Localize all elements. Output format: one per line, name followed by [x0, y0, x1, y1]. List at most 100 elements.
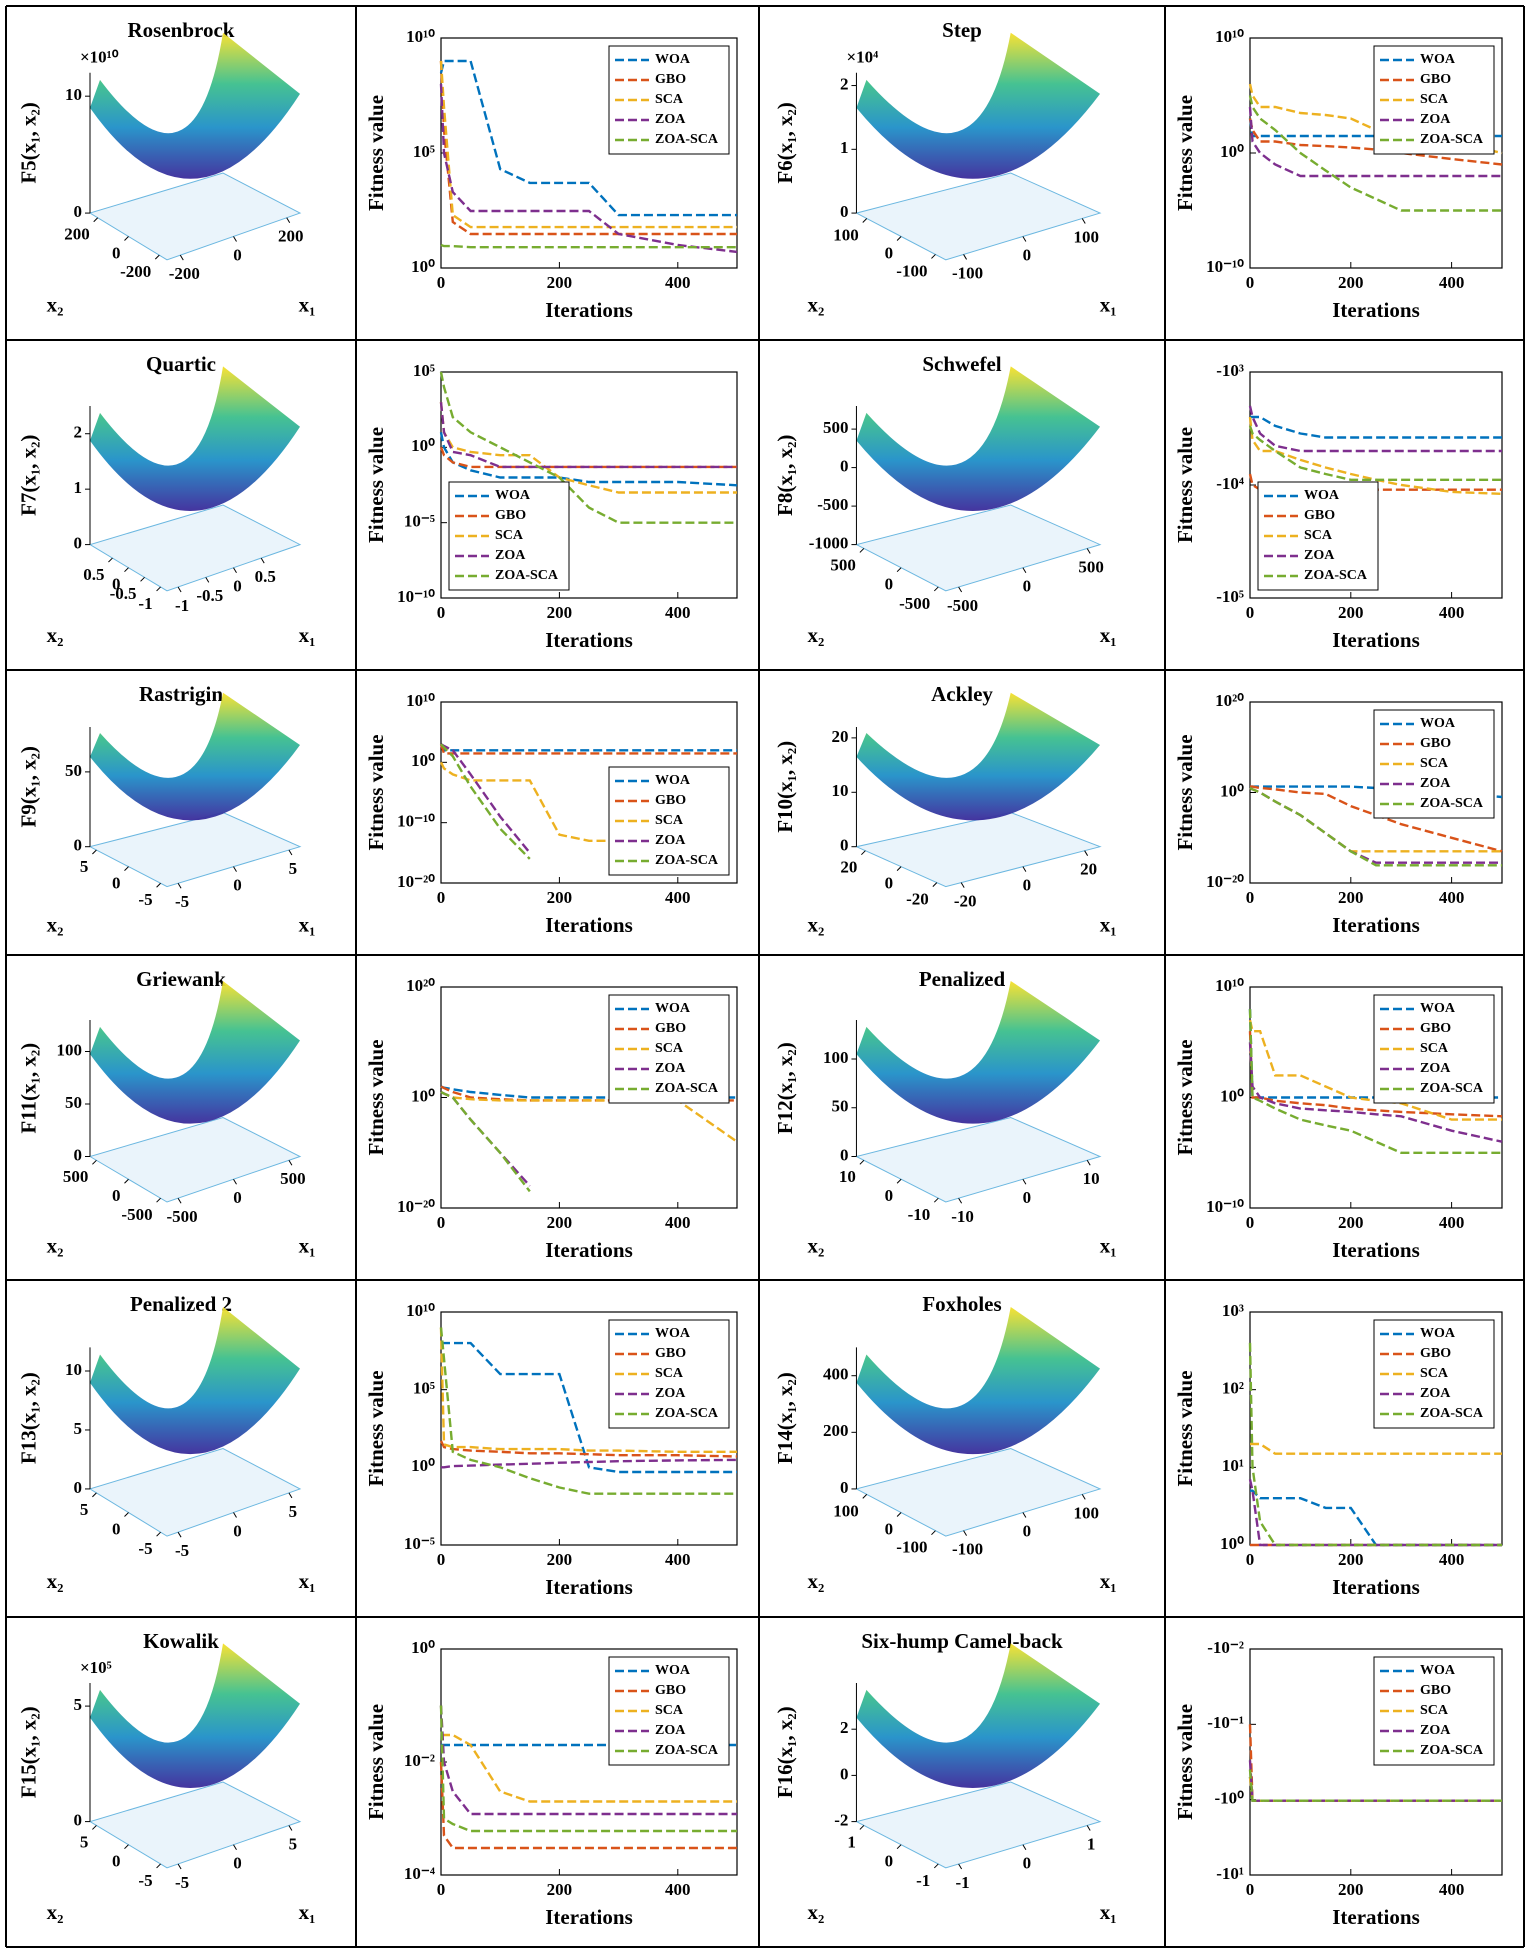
y-axis-label: Fitness value	[364, 734, 388, 850]
series-line	[1248, 1042, 1503, 1143]
z-tick-label: 0	[840, 202, 849, 221]
x-axis-label: x₁	[299, 623, 316, 647]
x-tick-label: -0.5	[196, 586, 223, 605]
x-tick-label: 200	[1338, 1550, 1364, 1569]
x-tick	[960, 882, 965, 888]
x-tick-label: 0	[437, 273, 446, 292]
legend-label: SCA	[495, 528, 524, 543]
x-tick	[1086, 1825, 1091, 1831]
y-axis-label: Fitness value	[1173, 1039, 1197, 1155]
y-tick-label: -1	[916, 1871, 930, 1890]
y-axis-label: Fitness value	[364, 1704, 388, 1820]
x-tick-label: 200	[547, 603, 573, 622]
x-tick-label: 1	[1087, 1834, 1096, 1853]
legend-label: SCA	[1304, 528, 1333, 543]
y-tick-label: 10⁻¹⁰	[397, 587, 435, 606]
legend-label: ZOA	[655, 1723, 686, 1738]
legend-label: GBO	[1420, 1346, 1451, 1361]
legend-label: GBO	[1420, 1021, 1451, 1036]
z-axis-label: F7(x₁, x₂)	[16, 435, 40, 516]
y-tick	[156, 586, 161, 592]
legend-label: SCA	[1420, 92, 1449, 107]
legend-label: WOA	[1304, 488, 1340, 503]
surface	[90, 366, 300, 511]
y-tick-label: 10⁰	[1220, 142, 1244, 161]
legend-label: ZOA-SCA	[1420, 1406, 1484, 1421]
z-axis-label: F12(x₁, x₂)	[773, 1042, 797, 1134]
y-tick	[861, 850, 866, 856]
x-tick	[233, 1512, 237, 1518]
z-tick-label: -500	[817, 495, 848, 514]
x-tick-label: 0	[1246, 888, 1255, 907]
x-tick-label: 0	[437, 1213, 446, 1232]
y-tick-label: 10⁰	[411, 1638, 435, 1657]
x-axis-label: x₁	[1100, 292, 1117, 316]
legend-label: ZOA	[655, 112, 686, 127]
surface-title: Griewank	[136, 967, 226, 991]
y-tick	[154, 254, 160, 260]
legend-label: GBO	[1420, 1683, 1451, 1698]
x-tick	[1022, 866, 1027, 872]
x-tick-label: -100	[952, 1540, 983, 1559]
legend-label: SCA	[655, 92, 684, 107]
y-axis-label: Fitness value	[1173, 95, 1197, 211]
x-tick-label: 400	[1439, 603, 1465, 622]
series-line	[1248, 1009, 1502, 1154]
x-axis-label: Iterations	[545, 1238, 633, 1262]
y-tick-label: 5	[80, 1500, 89, 1519]
z-tick-label: 50	[65, 1093, 82, 1112]
series-line	[439, 432, 738, 487]
y-tick-label: -500	[121, 1205, 152, 1224]
surface-title: Foxholes	[922, 1292, 1001, 1316]
series-line	[439, 401, 737, 469]
x-tick-label: 20	[1080, 860, 1097, 879]
y-tick-label: 0	[112, 243, 121, 262]
series-line	[1250, 415, 1502, 439]
x-tick	[177, 1197, 182, 1204]
y-tick	[859, 548, 865, 553]
z-tick-label: 0	[840, 836, 849, 855]
y-tick-label: 0	[112, 575, 121, 594]
z-tick-label: 100	[823, 1048, 849, 1067]
surface-title: Rosenbrock	[128, 18, 235, 42]
x-tick-label: 200	[1338, 1880, 1364, 1899]
y-tick	[92, 1825, 97, 1830]
y-tick-label: 500	[830, 555, 856, 574]
legend-label: WOA	[1420, 1326, 1456, 1341]
y-tick-label: 0	[885, 1519, 894, 1538]
x-tick-label: -100	[952, 263, 983, 282]
y-tick-label: -5	[138, 1539, 152, 1558]
legend-label: WOA	[1420, 716, 1456, 731]
legend-label: WOA	[655, 1001, 691, 1016]
series-line	[1248, 1769, 1502, 1802]
x-tick-label: 0	[1246, 1213, 1255, 1232]
surface-floor	[855, 172, 1102, 261]
x-tick	[288, 1160, 293, 1166]
x-tick	[1022, 236, 1027, 242]
y-tick	[896, 236, 902, 241]
x-tick	[179, 254, 184, 261]
series-line	[439, 1705, 737, 1816]
series-line	[1250, 1442, 1502, 1455]
legend-label: ZOA-SCA	[1304, 568, 1368, 583]
series-line	[439, 1327, 737, 1495]
x-tick	[288, 1825, 293, 1831]
y-tick-label: 10⁻²⁰	[397, 1197, 435, 1216]
surface-title: Schwefel	[922, 352, 1001, 376]
x-tick-label: 0	[1023, 245, 1032, 264]
y-tick-label: 10⁻²	[404, 1751, 435, 1770]
series-line	[1248, 416, 1503, 496]
x-tick-label: 200	[547, 888, 573, 907]
z-axis-label: F5(x₁, x₂)	[16, 102, 40, 183]
legend-label: GBO	[1420, 736, 1451, 751]
z-tick-label: 50	[831, 1097, 848, 1116]
legend-label: ZOA	[1420, 1061, 1451, 1076]
y-tick-label: 10⁵	[413, 361, 435, 380]
series-line	[1248, 425, 1502, 481]
x-tick-label: 400	[1439, 1213, 1465, 1232]
x-tick-label: 0	[233, 1188, 242, 1207]
series-line	[440, 743, 531, 860]
y-tick-label: 10²⁰	[406, 976, 435, 995]
surface	[856, 981, 1101, 1124]
